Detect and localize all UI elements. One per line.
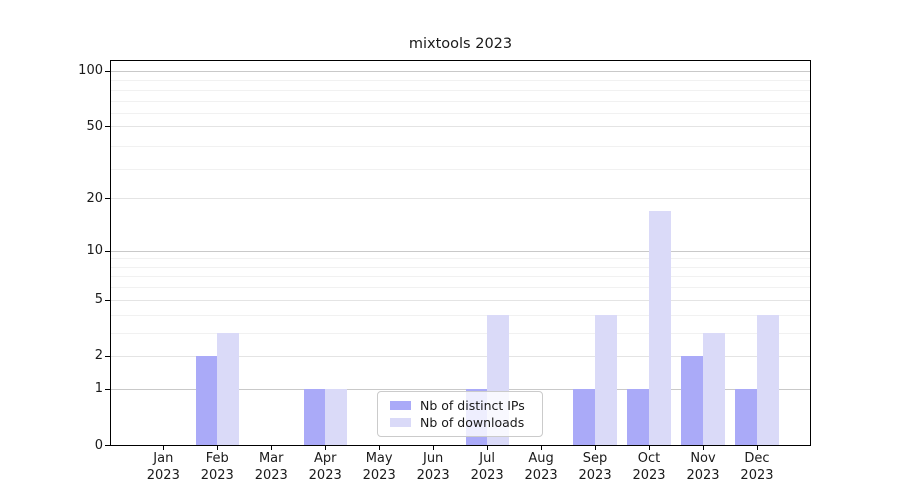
x-tick-mark-feb [217,445,219,450]
x-tick-label-may: May 2023 [362,451,396,483]
x-tick-label-jul: Jul 2023 [470,451,504,483]
minor-gridline [111,80,810,82]
legend-item-distinct-ips: Nb of distinct IPs [386,398,534,413]
legend: Nb of distinct IPs Nb of downloads [377,391,543,437]
legend-swatch-downloads [390,418,411,428]
x-tick-mark-jun [433,445,435,450]
x-tick-mark-oct [649,445,651,450]
x-tick-label-oct: Oct 2023 [632,451,666,483]
minor-gridline [111,314,810,316]
y-tick-label-50: 50 [86,118,103,134]
bar-downloads-sep [595,314,617,445]
x-tick-label-jun: Jun 2023 [416,451,450,483]
y-tick-mark-10 [105,250,111,252]
minor-gridline [111,258,810,260]
x-tick-mark-apr [325,445,327,450]
x-tick-label-aug: Aug 2023 [524,451,558,483]
x-tick-label-feb: Feb 2023 [200,451,234,483]
minor-gridline [111,169,810,171]
bar-downloads-feb [217,332,239,445]
x-tick-label-dec: Dec 2023 [740,451,774,483]
x-tick-mark-sep [595,445,597,450]
legend-swatch-distinct-ips [390,400,411,410]
x-tick-mark-may [379,445,381,450]
y-tick-label-0: 0 [94,437,103,453]
y-tick-mark-50 [105,126,111,128]
bar-downloads-oct [649,210,671,445]
bar-downloads-apr [325,388,347,445]
x-tick-label-apr: Apr 2023 [308,451,342,483]
bar-distinct-ips-sep [573,388,596,445]
x-tick-mark-nov [703,445,704,450]
x-tick-mark-dec [756,445,758,450]
gridline-y-10 [111,250,810,252]
y-tick-label-20: 20 [86,190,103,206]
x-tick-mark-jan [163,445,165,450]
y-tick-mark-5 [105,299,111,301]
minor-gridline [111,276,810,278]
y-tick-label-100: 100 [78,63,103,79]
x-tick-mark-mar [271,445,273,450]
y-tick-mark-1 [105,388,111,390]
x-tick-label-sep: Sep 2023 [578,451,612,483]
y-tick-label-5: 5 [94,292,103,308]
gridline-y-20 [111,198,810,200]
gridline-y-2 [111,355,810,357]
minor-gridline [111,113,810,115]
x-tick-label-jan: Jan 2023 [146,451,180,483]
minor-gridline [111,266,810,268]
y-tick-mark-2 [105,355,111,357]
minor-gridline [111,332,810,334]
y-tick-label-2: 2 [94,348,103,364]
minor-gridline [111,146,810,148]
x-tick-label-mar: Mar 2023 [254,451,288,483]
y-tick-label-10: 10 [86,243,103,259]
bar-distinct-ips-feb [195,355,218,445]
bar-layer [111,61,810,445]
bar-distinct-ips-nov [681,355,703,445]
y-tick-mark-20 [105,198,111,200]
minor-gridline [111,89,810,91]
gridline-y-1 [111,388,810,390]
gridline-y-50 [111,126,810,128]
gridline-y-5 [111,299,810,301]
legend-label-distinct-ips: Nb of distinct IPs [420,397,525,413]
legend-label-downloads: Nb of downloads [420,415,525,431]
bar-distinct-ips-dec [735,388,757,445]
bar-distinct-ips-apr [303,388,326,445]
bar-downloads-dec [756,314,779,445]
x-tick-label-nov: Nov 2023 [686,451,720,483]
y-tick-mark-100 [105,70,111,72]
y-tick-mark-0 [105,445,111,446]
y-tick-label-1: 1 [94,381,103,397]
legend-item-downloads: Nb of downloads [386,415,534,430]
gridline-y-100 [111,70,810,72]
chart-title: mixtools 2023 [408,36,513,52]
bar-downloads-nov [703,332,725,445]
x-tick-mark-aug [541,445,543,450]
minor-gridline [111,100,810,102]
x-tick-mark-jul [487,445,489,450]
minor-gridline [111,287,810,289]
bar-distinct-ips-oct [627,388,650,445]
grid-layer [111,61,810,445]
